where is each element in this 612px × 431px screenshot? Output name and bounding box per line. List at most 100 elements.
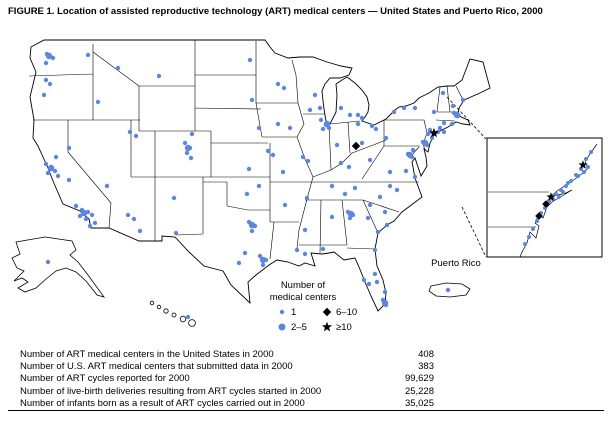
- marker-dot: [401, 105, 407, 111]
- legend-symbol-dot-small: [279, 309, 285, 315]
- marker-dot: [320, 246, 326, 252]
- marker-dot: [236, 260, 242, 266]
- marker-dot: [355, 121, 361, 127]
- marker-dot: [41, 92, 47, 98]
- marker-dot: [403, 168, 409, 174]
- marker-dot: [265, 148, 271, 154]
- marker-dot: [247, 57, 253, 63]
- marker-dot: [87, 223, 93, 229]
- marker-diamond: [351, 141, 361, 151]
- marker-dot-large: [80, 209, 88, 217]
- marker-dot: [359, 140, 365, 146]
- marker-dot: [131, 216, 137, 222]
- inset-marker-dot: [566, 181, 570, 185]
- center-location-symbols: [351, 127, 439, 151]
- us-outline: [29, 39, 491, 312]
- marker-dot: [188, 155, 194, 161]
- marker-dot: [346, 164, 352, 170]
- stat-row: Number of U.S. ART medical centers that …: [20, 361, 434, 373]
- marker-dot: [287, 125, 293, 131]
- marker-dot: [429, 135, 435, 141]
- marker-dot: [95, 99, 101, 105]
- stat-label: Number of infants born as a result of AR…: [20, 397, 305, 409]
- inset-center-location-dots: [523, 150, 593, 246]
- inset-marker-diamond: [535, 212, 543, 220]
- state-boundaries: [28, 40, 464, 260]
- inset-marker-dot: [564, 184, 568, 188]
- figure-bottom-rule: [8, 410, 604, 411]
- stat-value: 408: [418, 349, 434, 360]
- marker-dot: [282, 202, 288, 208]
- marker-star: [429, 127, 439, 138]
- northeast-inset-box: [486, 137, 603, 258]
- marker-dot: [47, 81, 53, 87]
- marker-dot: [412, 174, 418, 180]
- marker-dot: [280, 169, 286, 175]
- inset-marker-dot: [557, 195, 561, 199]
- marker-dot: [431, 109, 437, 115]
- marker-dot: [383, 135, 389, 141]
- inset-marker-dot: [582, 170, 586, 174]
- marker-dot: [318, 117, 324, 123]
- legend-symbol-dot-large: [278, 323, 286, 331]
- marker-dot: [275, 81, 281, 87]
- marker-dot: [375, 229, 381, 235]
- marker-dot: [377, 194, 383, 200]
- map-legend: Number of medical centers 1 6–10 2–5 ≥10: [270, 280, 357, 333]
- marker-dot: [302, 251, 308, 257]
- marker-dot: [384, 222, 390, 228]
- marker-dot: [270, 152, 276, 158]
- stat-row: Number of ART cycles reported for 2000 99…: [20, 373, 434, 385]
- marker-dot: [449, 121, 455, 127]
- marker-dot: [43, 161, 49, 167]
- marker-dot: [302, 227, 308, 233]
- marker-dot: [410, 147, 416, 153]
- marker-dot: [281, 85, 287, 91]
- marker-dot: [445, 287, 451, 293]
- marker-dot: [412, 105, 418, 111]
- marker-dot: [43, 60, 49, 66]
- marker-dot: [347, 112, 353, 118]
- marker-dot: [104, 183, 110, 189]
- inset-marker-dot: [579, 167, 583, 171]
- marker-dot: [320, 126, 326, 132]
- marker-dot: [366, 281, 372, 287]
- marker-dot: [246, 166, 252, 172]
- marker-dot: [338, 160, 344, 166]
- hawaii-islands: [149, 300, 196, 327]
- stat-value: 99,629: [404, 373, 434, 385]
- marker-dot: [257, 253, 263, 259]
- marker-dot: [182, 140, 188, 146]
- marker-dot: [372, 271, 378, 277]
- marker-dot: [305, 158, 311, 164]
- inset-marker-star: [578, 160, 588, 169]
- marker-dot: [189, 131, 195, 137]
- marker-dot: [365, 215, 371, 221]
- stat-value: 25,228: [404, 385, 434, 397]
- marker-dot: [394, 187, 400, 193]
- stat-value: 383: [418, 361, 434, 373]
- marker-dot: [171, 195, 177, 201]
- legend-title-line1: Number of: [281, 280, 326, 291]
- marker-dot: [137, 228, 143, 234]
- inset-marker-dot: [589, 150, 593, 154]
- legend-label-6-10: 6–10: [336, 307, 357, 318]
- marker-dot: [127, 129, 133, 135]
- marker-dot: [427, 127, 433, 133]
- marker-dot-large: [421, 139, 429, 147]
- marker-dot: [249, 97, 255, 103]
- marker-dot: [184, 150, 190, 156]
- marker-dot: [355, 112, 361, 118]
- marker-dot: [372, 247, 378, 253]
- stat-label: Number of U.S. ART medical centers that …: [20, 361, 293, 373]
- inset-marker-star: [546, 192, 556, 201]
- marker-dot: [77, 213, 83, 219]
- marker-dot: [391, 109, 397, 115]
- marker-dot: [73, 203, 79, 209]
- puerto-rico-outline: [428, 282, 471, 298]
- inset-connector-lines: [446, 96, 487, 258]
- inset-marker-diamond: [542, 200, 550, 208]
- marker-dot: [185, 314, 191, 320]
- marker-dot-large: [453, 111, 461, 119]
- marker-dot: [260, 262, 266, 268]
